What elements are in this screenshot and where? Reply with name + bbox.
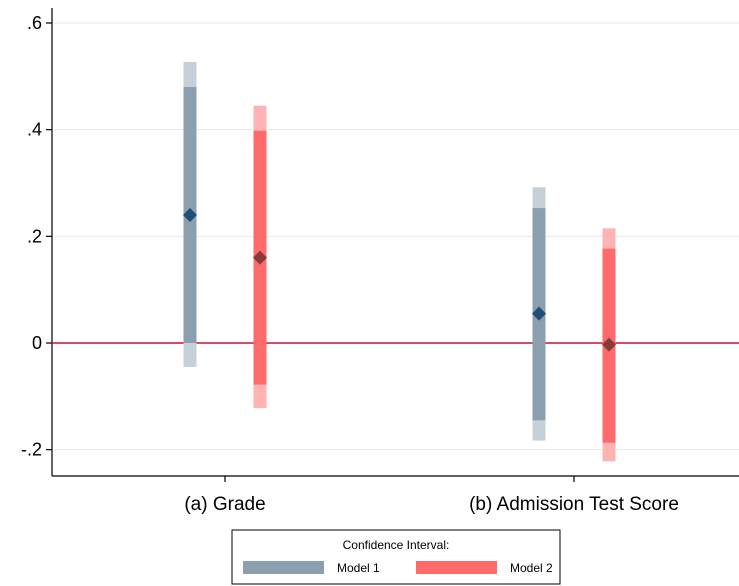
x-ticks: (a) Grade (b) Admission Test Score bbox=[184, 476, 679, 515]
estimate-marker bbox=[532, 306, 546, 321]
estimate-marker bbox=[183, 208, 197, 222]
y-tick-label: .4 bbox=[27, 120, 42, 140]
y-tick-label: 0 bbox=[32, 333, 42, 353]
y-tick-label: .2 bbox=[27, 226, 42, 246]
y-ticks: -.2 0 .2 .4 .6 bbox=[21, 13, 52, 460]
legend: Confidence Interval: Model 1 Model 2 bbox=[231, 529, 561, 585]
legend-swatch-model-1 bbox=[243, 561, 324, 574]
legend-label-model-2: Model 2 bbox=[510, 561, 553, 575]
point-estimates bbox=[183, 208, 616, 352]
axes bbox=[51, 8, 739, 477]
ci-bars bbox=[183, 61, 616, 462]
y-tick-label: -.2 bbox=[21, 440, 42, 460]
legend-swatch-model-2 bbox=[416, 561, 497, 574]
legend-box bbox=[231, 529, 561, 585]
estimate-marker bbox=[602, 337, 616, 352]
legend-title: Confidence Interval: bbox=[343, 538, 450, 552]
gridlines bbox=[52, 22, 739, 451]
estimate-marker bbox=[253, 250, 267, 265]
legend-label-model-1: Model 1 bbox=[337, 561, 380, 575]
x-category-label: (b) Admission Test Score bbox=[469, 494, 679, 515]
y-tick-label: .6 bbox=[27, 13, 42, 33]
x-category-label: (a) Grade bbox=[184, 494, 265, 515]
